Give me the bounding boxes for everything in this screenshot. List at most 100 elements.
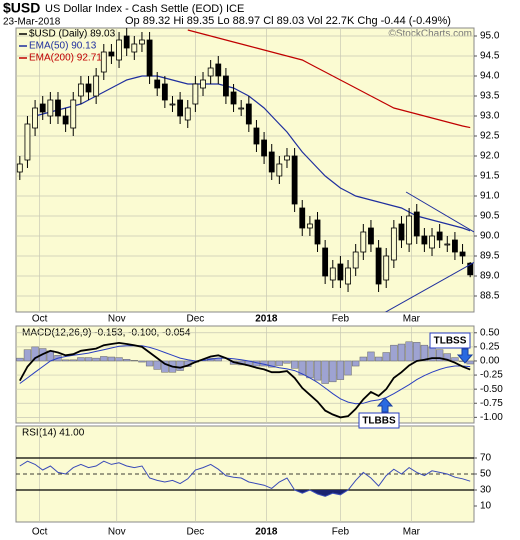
- quote: Op 89.32 Hi 89.35 Lo 88.97 Cl 89.03 Vol …: [125, 15, 451, 27]
- candle-body: [261, 139, 267, 157]
- histogram-bar: [352, 360, 360, 367]
- candle-body: [406, 215, 413, 245]
- signal-line: [19, 345, 471, 405]
- annotation-box: [358, 412, 400, 429]
- x-tick-label: Dec: [186, 314, 204, 325]
- y-tick-label: 90.0: [480, 231, 500, 242]
- histogram-bar: [69, 359, 77, 362]
- histogram-bar: [92, 357, 100, 362]
- histogram-bar: [84, 357, 93, 362]
- candle-body: [215, 63, 222, 77]
- candle-body: [207, 67, 214, 77]
- histogram-bar: [306, 360, 314, 379]
- candle-body: [421, 235, 428, 245]
- histogram-bar: [161, 360, 169, 373]
- y-tick-label: 91.5: [480, 171, 500, 182]
- histogram-bar: [77, 357, 85, 362]
- histogram-bar: [61, 359, 70, 362]
- y-tick-label: 92.0: [480, 151, 500, 162]
- y-tick-label: -1.00: [480, 412, 503, 423]
- y-tick-label: -0.25: [480, 370, 503, 381]
- price-plot: [16, 28, 474, 312]
- histogram-bar: [23, 349, 32, 362]
- y-tick-label: 89.0: [480, 271, 500, 282]
- histogram-bar: [31, 346, 39, 362]
- candle-body: [70, 99, 77, 129]
- candle-body: [146, 39, 153, 77]
- x-tick-label: Nov: [108, 314, 126, 325]
- legend-label: EMA(200) 92.71: [29, 53, 102, 64]
- symbol: $USD: [3, 0, 40, 16]
- histogram-bar: [275, 360, 284, 366]
- y-tick-label: 94.0: [480, 71, 500, 82]
- y-tick-label: 94.5: [480, 51, 500, 62]
- x-tick-label: Oct: [32, 314, 48, 325]
- candle-body: [253, 127, 260, 145]
- y-tick-label: -0.50: [480, 384, 503, 395]
- candle-body: [345, 267, 351, 285]
- candle-body: [459, 251, 466, 257]
- candle-body: [230, 91, 237, 105]
- candle-body: [200, 79, 206, 89]
- candle-body: [276, 163, 283, 177]
- annotation-box: [429, 332, 471, 349]
- annotation: TLBSS: [434, 336, 467, 347]
- rsi-line: [19, 460, 471, 497]
- y-tick-label: 95.0: [480, 31, 500, 42]
- ema-line: [34, 75, 471, 232]
- x-tick-label: 2018: [255, 527, 278, 538]
- histogram-bar: [443, 353, 451, 362]
- candle-body: [192, 83, 199, 105]
- candle-body: [85, 83, 92, 93]
- price-panel: [15, 27, 475, 313]
- trendline: [405, 191, 474, 233]
- candle-body: [375, 247, 382, 285]
- x-tick-label: Feb: [332, 314, 350, 325]
- candle-body: [299, 207, 306, 229]
- candle-body: [398, 223, 405, 241]
- candle-body: [223, 75, 229, 97]
- y-tick-label: 50: [480, 469, 492, 480]
- candle-body: [123, 35, 130, 49]
- candle-body: [77, 83, 84, 97]
- histogram-bar: [382, 352, 390, 362]
- candle-body: [291, 155, 298, 205]
- candle-body: [177, 99, 184, 117]
- y-tick-label: 93.5: [480, 91, 500, 102]
- candle-body: [108, 51, 115, 57]
- y-tick-label: 0.50: [480, 327, 500, 338]
- candle-body: [39, 103, 46, 113]
- histogram-bar: [344, 360, 352, 376]
- y-tick-label: 90.5: [480, 211, 500, 222]
- histogram-bar: [130, 360, 138, 362]
- rsi-panel: [15, 425, 475, 523]
- candle-body: [360, 231, 367, 253]
- histogram-bar: [374, 356, 383, 362]
- histogram-bar: [16, 357, 24, 362]
- histogram-bar: [123, 359, 131, 362]
- histogram-bar: [367, 351, 375, 362]
- candle-body: [329, 267, 336, 281]
- candle-body: [444, 243, 451, 246]
- rsi-label: RSI(14) 41.00: [22, 428, 85, 439]
- candle-body: [32, 107, 38, 129]
- x-tick-label: Feb: [332, 527, 350, 538]
- histogram-bar: [436, 349, 444, 362]
- histogram-bar: [313, 360, 322, 381]
- histogram-bar: [397, 343, 406, 362]
- histogram-bar: [138, 360, 146, 363]
- date: 23-Mar-2018: [3, 17, 61, 28]
- legend-label: $USD (Daily) 89.03: [29, 29, 116, 40]
- histogram-bar: [153, 360, 161, 370]
- candle-body: [93, 75, 100, 97]
- histogram-bar: [115, 357, 123, 362]
- candle-body: [337, 263, 344, 281]
- macd-line: [19, 341, 471, 419]
- y-tick-label: 92.5: [480, 131, 500, 142]
- candle-body: [383, 255, 390, 281]
- histogram-bar: [145, 360, 154, 367]
- candle-body: [154, 79, 161, 89]
- macd-panel: [15, 325, 475, 424]
- candle-body: [268, 151, 275, 173]
- candle-body: [436, 231, 443, 241]
